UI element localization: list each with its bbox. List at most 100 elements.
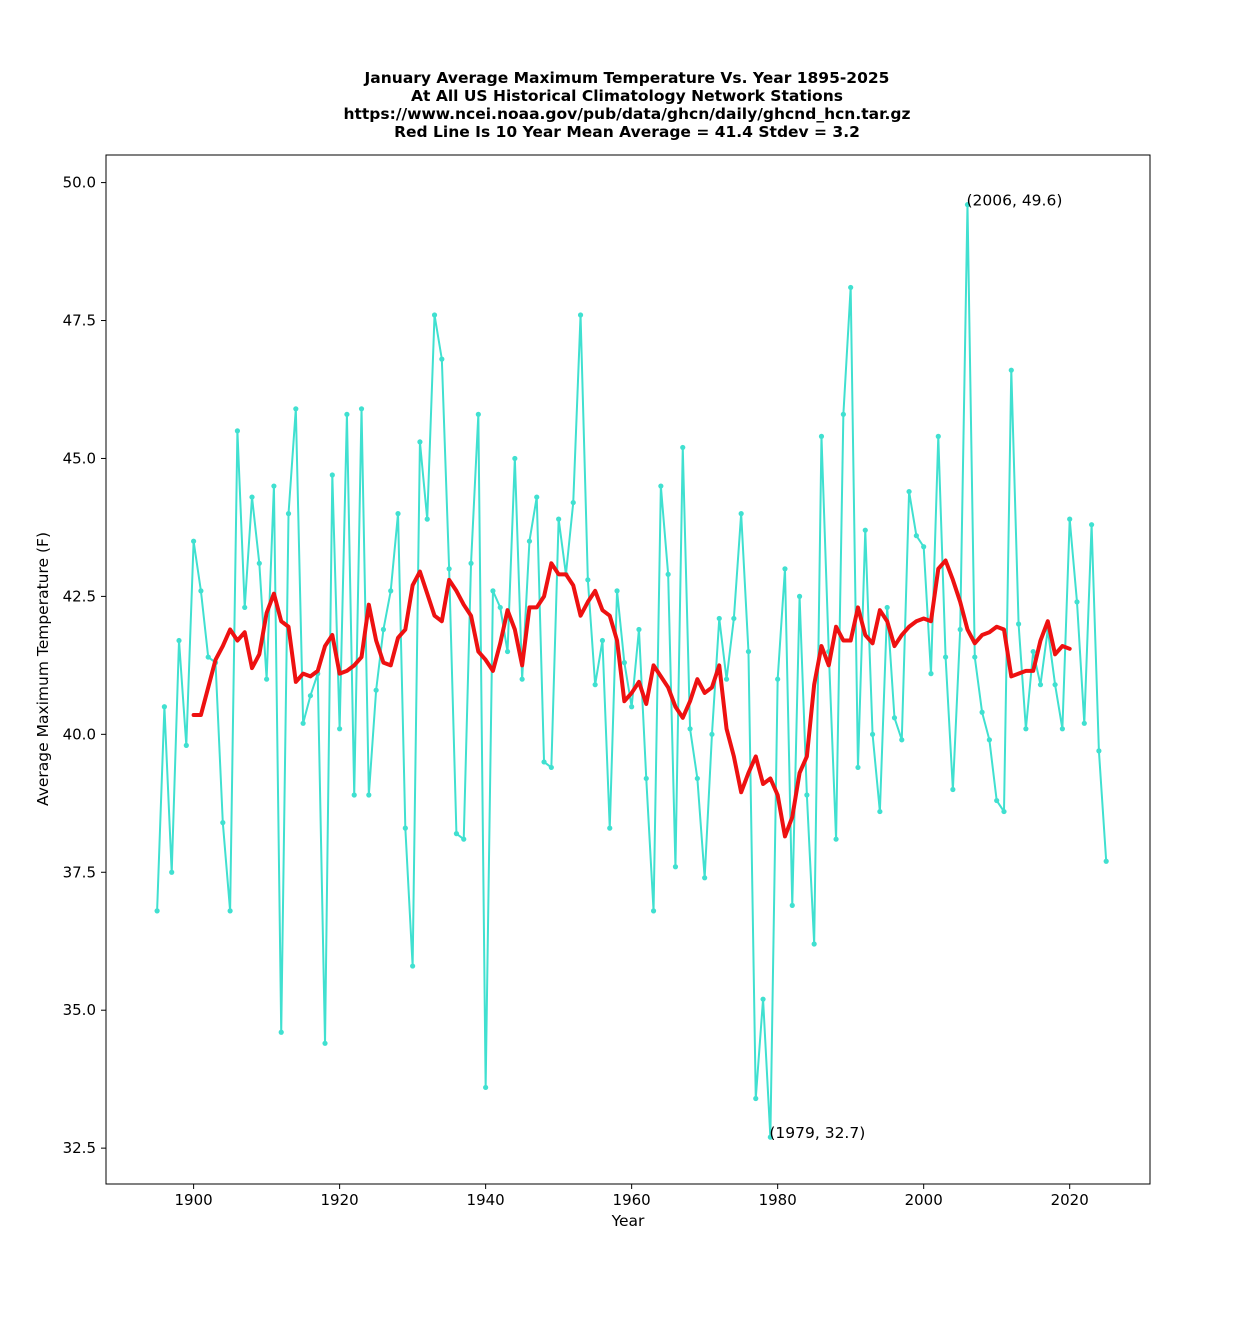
- annual-data-point: [964, 202, 971, 208]
- annual-data-point: [658, 483, 664, 489]
- annual-data-point: [818, 433, 825, 439]
- y-tick-label: 35.0: [63, 1001, 96, 1019]
- annual-data-point: [994, 797, 1000, 804]
- annual-data-point: [884, 604, 890, 611]
- annual-data-point: [526, 538, 533, 544]
- annual-data-point: [358, 406, 365, 412]
- annual-data-point: [402, 825, 408, 831]
- annual-data-point: [461, 836, 467, 842]
- annual-data-point: [592, 682, 598, 688]
- annual-data-point: [198, 588, 204, 594]
- annual-data-point: [191, 538, 197, 544]
- annual-data-point: [439, 356, 445, 362]
- annual-data-point: [417, 439, 423, 445]
- annual-data-point: [745, 648, 752, 655]
- annual-data-point: [906, 488, 912, 495]
- annual-data-point: [636, 626, 642, 633]
- annual-data-point: [475, 411, 481, 417]
- y-axis: 32.5 35.0 37.5 40.0 42.5 45.0 47.5 50.0: [63, 174, 106, 1157]
- annual-data-point: [869, 731, 876, 737]
- annual-data-point: [1052, 682, 1058, 688]
- annual-data-point: [775, 676, 781, 682]
- annual-data-point: [337, 726, 343, 732]
- x-axis: 1900 1920 1940 1960 1980 2000 2020: [175, 1184, 1089, 1209]
- annual-data-point: [285, 511, 292, 517]
- annual-data-point: [278, 1029, 284, 1035]
- annual-data-point: [833, 836, 839, 842]
- y-tick-label: 45.0: [63, 449, 96, 467]
- ten-year-mean-line: [191, 558, 1072, 839]
- annual-data-point: [643, 775, 649, 782]
- annual-data-point: [395, 511, 401, 517]
- annual-data-point: [373, 687, 379, 693]
- annual-data-point: [534, 494, 540, 500]
- annual-data-point: [614, 588, 620, 594]
- annual-data-point: [848, 284, 854, 291]
- title-line-3: https://www.ncei.noaa.gov/pub/data/ghcn/…: [343, 105, 910, 123]
- annual-data-point: [307, 693, 314, 699]
- annual-data-point: [1081, 720, 1087, 726]
- annual-data-point: [767, 1134, 773, 1140]
- annual-data-point: [607, 825, 613, 831]
- x-tick-label: 2020: [1051, 1191, 1089, 1209]
- annotations: (2006, 49.6) (1979, 32.7): [769, 192, 1062, 1142]
- annual-data-point: [556, 516, 562, 522]
- annual-data-point: [205, 654, 211, 660]
- annual-data-point: [504, 648, 511, 655]
- annual-data-point: [519, 676, 525, 682]
- y-tick-label: 37.5: [63, 863, 96, 881]
- annual-data-point: [972, 654, 978, 660]
- y-tick-label: 47.5: [63, 312, 96, 330]
- annual-data-point: [760, 996, 766, 1002]
- annual-data-point: [300, 720, 306, 726]
- annual-data-point: [1008, 367, 1014, 373]
- y-tick-label: 40.0: [63, 725, 96, 743]
- annual-data-point: [344, 411, 350, 417]
- annual-data-point: [227, 908, 233, 914]
- annual-data-point: [497, 604, 503, 611]
- y-tick-label: 42.5: [63, 587, 96, 605]
- annual-data-point: [541, 759, 547, 765]
- annual-data-point: [986, 737, 992, 743]
- annual-data-point: [183, 742, 189, 748]
- annual-data-point: [913, 533, 919, 539]
- annual-data-point: [154, 908, 160, 914]
- annual-data-point: [380, 626, 387, 633]
- annual-data-point: [512, 455, 518, 462]
- annual-data-point: [855, 764, 861, 771]
- annual-data-point: [329, 472, 335, 478]
- annual-data-point: [716, 615, 722, 622]
- annual-data-point: [753, 1095, 759, 1102]
- point-annotation: (2006, 49.6): [966, 192, 1062, 210]
- annual-data-point: [629, 704, 635, 710]
- annual-data-point: [161, 704, 168, 710]
- annual-data-point: [702, 875, 708, 881]
- annual-data-point: [264, 676, 270, 682]
- annual-data-point: [322, 1040, 328, 1046]
- annual-data-point: [935, 433, 941, 439]
- annual-data-point: [709, 731, 715, 737]
- annual-data-point: [293, 406, 299, 412]
- annual-data-point: [782, 566, 788, 572]
- annual-data-point: [1023, 726, 1029, 732]
- annual-data-point: [1015, 621, 1022, 627]
- annual-data-point: [979, 709, 985, 715]
- annual-data-point: [169, 869, 175, 875]
- annual-data-point: [650, 908, 657, 914]
- annual-data-point: [1096, 748, 1102, 754]
- annual-data-point: [234, 428, 241, 434]
- annual-data-point: [811, 941, 817, 947]
- annual-data-point: [694, 775, 700, 782]
- x-tick-label: 1940: [467, 1191, 505, 1209]
- annual-data-point: [942, 654, 949, 660]
- annual-data-point: [351, 792, 357, 798]
- annual-data-point: [840, 411, 846, 417]
- annual-data-point: [176, 637, 182, 644]
- annual-data-point: [483, 1084, 489, 1091]
- annual-data-point: [1037, 682, 1044, 688]
- annual-data-point: [804, 792, 810, 798]
- annual-data-point: [1074, 599, 1080, 605]
- x-tick-label: 1960: [613, 1191, 651, 1209]
- y-axis-label: Average Maximum Temperature (F): [34, 532, 52, 806]
